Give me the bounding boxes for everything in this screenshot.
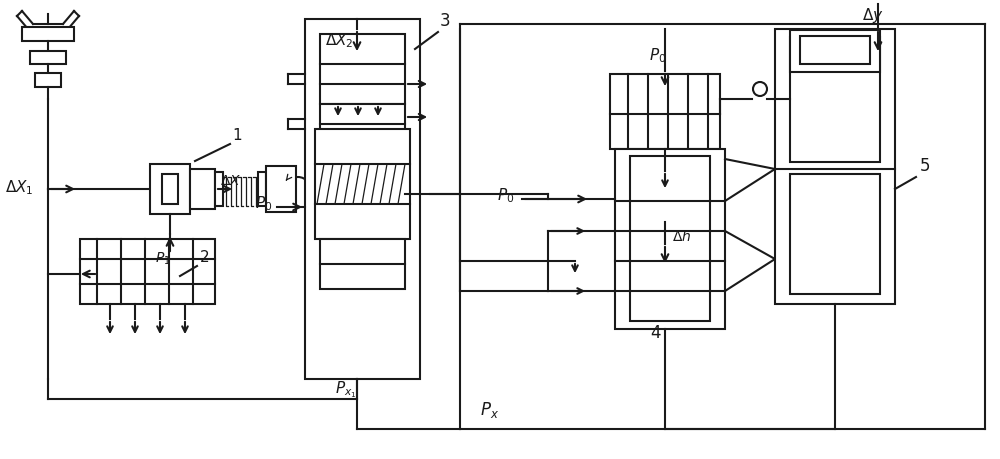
Bar [790, 38, 880, 162]
Bar [150, 165, 190, 214]
Text: $P_1$: $P_1$ [155, 250, 171, 266]
Bar [162, 174, 178, 205]
Circle shape [753, 83, 767, 97]
Bar [266, 167, 296, 213]
Bar [800, 37, 870, 65]
Text: $\Delta y$: $\Delta y$ [862, 6, 884, 25]
Text: $\Delta X_1$: $\Delta X_1$ [5, 178, 34, 196]
Bar [615, 150, 725, 329]
Bar [35, 74, 61, 88]
Bar [320, 105, 405, 140]
Bar [630, 157, 710, 321]
Bar [320, 35, 405, 105]
Bar [80, 240, 215, 304]
Text: $P_x$: $P_x$ [480, 399, 499, 419]
Text: $\Delta X_2$: $\Delta X_2$ [325, 31, 354, 50]
Bar [190, 170, 215, 210]
Text: $\Delta h$: $\Delta h$ [672, 229, 691, 243]
Text: $\Delta X$: $\Delta X$ [220, 174, 241, 188]
Bar [790, 174, 880, 294]
Text: 4: 4 [650, 323, 660, 341]
Bar [215, 173, 223, 207]
Text: 2: 2 [200, 249, 210, 264]
Text: 5: 5 [920, 157, 930, 174]
Text: 1: 1 [232, 128, 242, 143]
Bar [30, 52, 66, 65]
Bar [22, 28, 74, 42]
Text: $P_{x_1}$: $P_{x_1}$ [335, 379, 357, 399]
Bar [790, 31, 880, 73]
Bar [258, 173, 266, 207]
Bar [315, 130, 410, 240]
Text: $P_0$: $P_0$ [497, 186, 514, 205]
Text: $P_0$: $P_0$ [649, 46, 666, 65]
Text: $P_0$: $P_0$ [255, 194, 272, 213]
Bar [305, 20, 420, 379]
Bar [320, 240, 405, 289]
Bar [610, 75, 720, 150]
Bar [775, 30, 895, 304]
Text: 3: 3 [440, 12, 451, 30]
